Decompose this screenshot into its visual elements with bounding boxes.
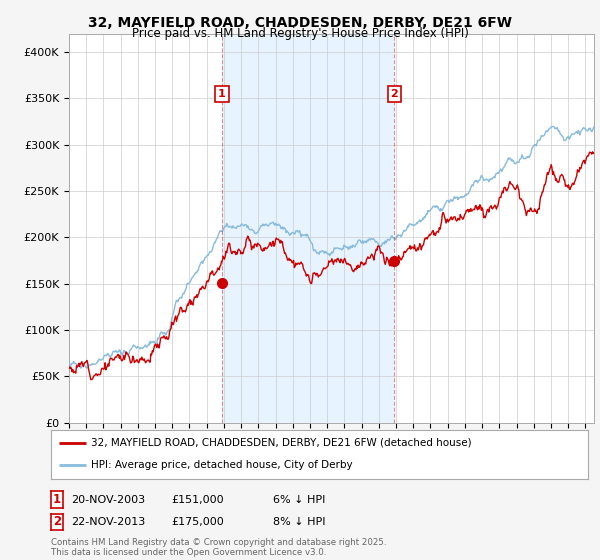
Text: 32, MAYFIELD ROAD, CHADDESDEN, DERBY, DE21 6FW (detached house): 32, MAYFIELD ROAD, CHADDESDEN, DERBY, DE… bbox=[91, 438, 472, 448]
Bar bbox=[222, 34, 394, 423]
Text: Contains HM Land Registry data © Crown copyright and database right 2025.
This d: Contains HM Land Registry data © Crown c… bbox=[51, 538, 386, 557]
Text: 6% ↓ HPI: 6% ↓ HPI bbox=[273, 494, 325, 505]
Text: HPI: Average price, detached house, City of Derby: HPI: Average price, detached house, City… bbox=[91, 460, 353, 470]
Text: £175,000: £175,000 bbox=[171, 517, 224, 527]
Text: 1: 1 bbox=[218, 89, 226, 99]
Text: 22-NOV-2013: 22-NOV-2013 bbox=[71, 517, 145, 527]
Text: 2: 2 bbox=[53, 515, 61, 529]
Text: £151,000: £151,000 bbox=[171, 494, 224, 505]
Text: 1: 1 bbox=[53, 493, 61, 506]
Text: 20-NOV-2003: 20-NOV-2003 bbox=[71, 494, 145, 505]
Text: Price paid vs. HM Land Registry's House Price Index (HPI): Price paid vs. HM Land Registry's House … bbox=[131, 27, 469, 40]
Text: 2: 2 bbox=[390, 89, 398, 99]
Text: 8% ↓ HPI: 8% ↓ HPI bbox=[273, 517, 325, 527]
Text: 32, MAYFIELD ROAD, CHADDESDEN, DERBY, DE21 6FW: 32, MAYFIELD ROAD, CHADDESDEN, DERBY, DE… bbox=[88, 16, 512, 30]
